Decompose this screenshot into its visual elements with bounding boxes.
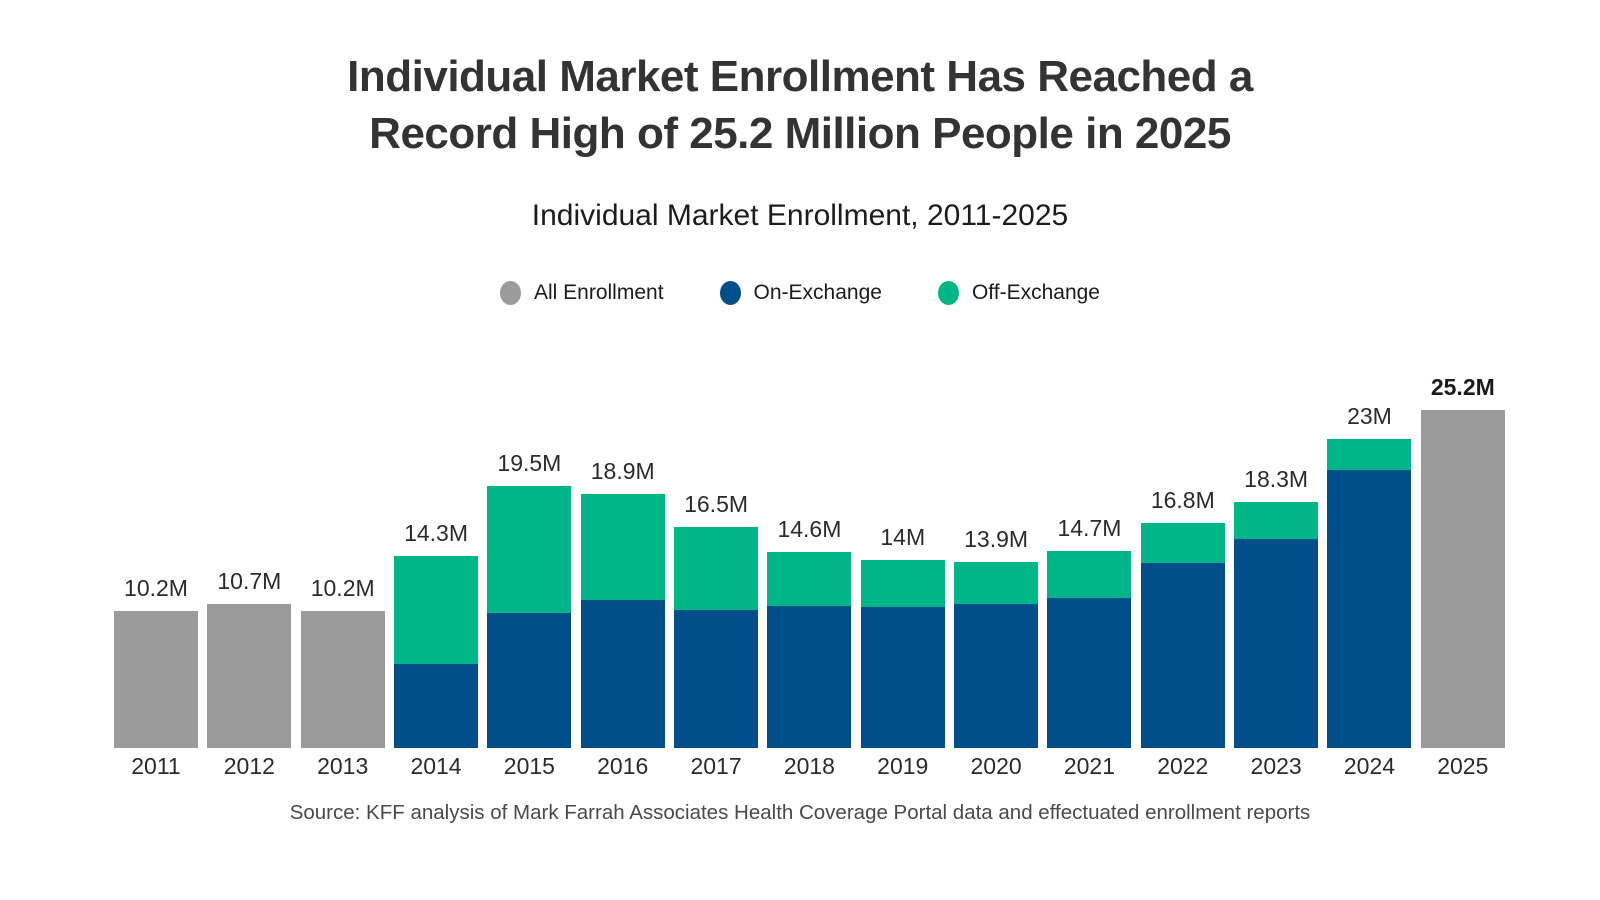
x-tick-2019: 2019: [877, 753, 929, 779]
x-tick-2020: 2020: [970, 753, 1022, 779]
bar-value-label-2019: 14M: [880, 524, 926, 551]
legend-label-off-exchange: Off-Exchange: [971, 281, 1100, 304]
bar-value-label-2014: 14.3M: [404, 520, 468, 547]
off-exchange-segment-2014: [394, 556, 479, 664]
bar-2015: 19.5M: [487, 370, 572, 748]
all-enrollment-segment-2025: [1420, 409, 1505, 748]
all-enrollment-segment-2013: [300, 611, 385, 748]
legend-item-on-exchange: On-Exchange: [719, 281, 882, 305]
chart-title-line2: Record High of 25.2 Million People in 20…: [369, 109, 1231, 159]
chart-subtitle: Individual Market Enrollment, 2011-2025: [531, 199, 1069, 232]
bar-2013: 10.2M: [300, 370, 385, 748]
bar-value-label-2021: 14.7M: [1057, 514, 1122, 541]
legend-dot-off-exchange-icon: [937, 281, 959, 305]
off-exchange-segment-2019: [860, 560, 945, 608]
chart-title: Individual Market Enrollment Has Reached…: [0, 48, 1600, 162]
off-exchange-segment-2015: [487, 486, 572, 613]
bar-value-label-2023: 18.3M: [1244, 466, 1309, 493]
bar-value-label-2025: 25.2M: [1430, 373, 1495, 400]
bar-2011: 10.2M: [114, 370, 198, 748]
off-exchange-segment-2018: [767, 552, 852, 606]
bar-2014: 14.3M: [394, 370, 479, 748]
bar-value-label-2016: 18.9M: [590, 458, 655, 485]
off-exchange-segment-2021: [1047, 550, 1132, 598]
on-exchange-segment-2023: [1234, 538, 1319, 748]
x-tick-2011: 2011: [131, 753, 181, 779]
bar-value-label-2015: 19.5M: [497, 450, 562, 477]
x-tick-2012: 2012: [223, 753, 275, 779]
all-enrollment-segment-2012: [207, 604, 292, 748]
on-exchange-segment-2020: [954, 604, 1039, 748]
bar-chart: 10.2M 10.7M 10.2M 14.3M 19.5M 18.9M 16.5M 14.6M…: [114, 370, 1505, 748]
bar-2025: 25.2M: [1420, 370, 1505, 748]
all-enrollment-segment-2011: [114, 611, 198, 748]
legend-dot-all-enrollment-icon: [499, 281, 521, 305]
bar-2018: 14.6M: [767, 370, 852, 748]
x-tick-2017: 2017: [690, 753, 742, 779]
legend-dot-on-exchange-icon: [719, 281, 741, 305]
bar-2024: 23M: [1327, 370, 1412, 748]
off-exchange-segment-2016: [580, 494, 665, 601]
legend-label-all-enrollment: All Enrollment: [533, 281, 664, 304]
bar-2022: 16.8M: [1140, 370, 1225, 748]
off-exchange-segment-2024: [1327, 439, 1412, 471]
on-exchange-segment-2021: [1047, 597, 1132, 748]
bar-value-label-2022: 16.8M: [1150, 486, 1215, 513]
source-note: Source: KFF analysis of Mark Farrah Asso…: [289, 801, 1311, 824]
off-exchange-segment-2017: [674, 526, 759, 610]
bar-value-label-2017: 16.5M: [684, 490, 749, 517]
x-tick-2013: 2013: [317, 753, 369, 779]
bar-value-label-2024: 23M: [1347, 403, 1392, 430]
x-tick-2023: 2023: [1250, 753, 1302, 779]
bar-2021: 14.7M: [1047, 370, 1132, 748]
x-tick-2022: 2022: [1157, 753, 1209, 779]
x-tick-2018: 2018: [783, 753, 835, 779]
off-exchange-segment-2022: [1140, 522, 1225, 563]
legend-item-off-exchange: Off-Exchange: [937, 281, 1100, 305]
x-tick-2015: 2015: [503, 753, 555, 779]
off-exchange-segment-2020: [954, 561, 1039, 605]
bar-value-label-2018: 14.6M: [777, 516, 842, 543]
on-exchange-segment-2014: [394, 663, 479, 748]
x-tick-2024: 2024: [1343, 753, 1396, 779]
chart-title-line1: Individual Market Enrollment Has Reached…: [347, 52, 1253, 101]
bar-2019: 14M: [860, 370, 945, 748]
on-exchange-segment-2016: [580, 600, 665, 748]
x-axis-labels: 2011 2012 2013 2014 2015 2016 2017 2018 2019 2020…: [114, 753, 1505, 780]
on-exchange-segment-2024: [1327, 470, 1412, 748]
bar-value-label-2013: 10.2M: [310, 575, 375, 602]
on-exchange-segment-2022: [1140, 562, 1225, 748]
x-tick-2014: 2014: [410, 753, 462, 779]
bar-value-label-2020: 13.9M: [964, 525, 1029, 552]
off-exchange-segment-2023: [1234, 502, 1319, 539]
x-tick-2021: 2021: [1063, 753, 1116, 779]
bar-2017: 16.5M: [674, 370, 759, 748]
x-tick-2016: 2016: [597, 753, 649, 779]
legend: All Enrollment On-Exchange Off-Exchange: [0, 281, 1600, 305]
x-tick-2025: 2025: [1437, 753, 1489, 779]
bar-value-label-2012: 10.7M: [217, 568, 282, 595]
legend-item-all-enrollment: All Enrollment: [499, 281, 664, 305]
bar-value-label-2011: 10.2M: [124, 575, 188, 602]
bar-2012: 10.7M: [207, 370, 292, 748]
legend-label-on-exchange: On-Exchange: [753, 281, 882, 304]
on-exchange-segment-2018: [767, 605, 852, 748]
bar-2016: 18.9M: [580, 370, 665, 748]
bar-2023: 18.3M: [1234, 370, 1319, 748]
on-exchange-segment-2017: [674, 609, 759, 748]
bar-2020: 13.9M: [954, 370, 1039, 748]
on-exchange-segment-2019: [860, 607, 945, 748]
on-exchange-segment-2015: [487, 612, 572, 748]
